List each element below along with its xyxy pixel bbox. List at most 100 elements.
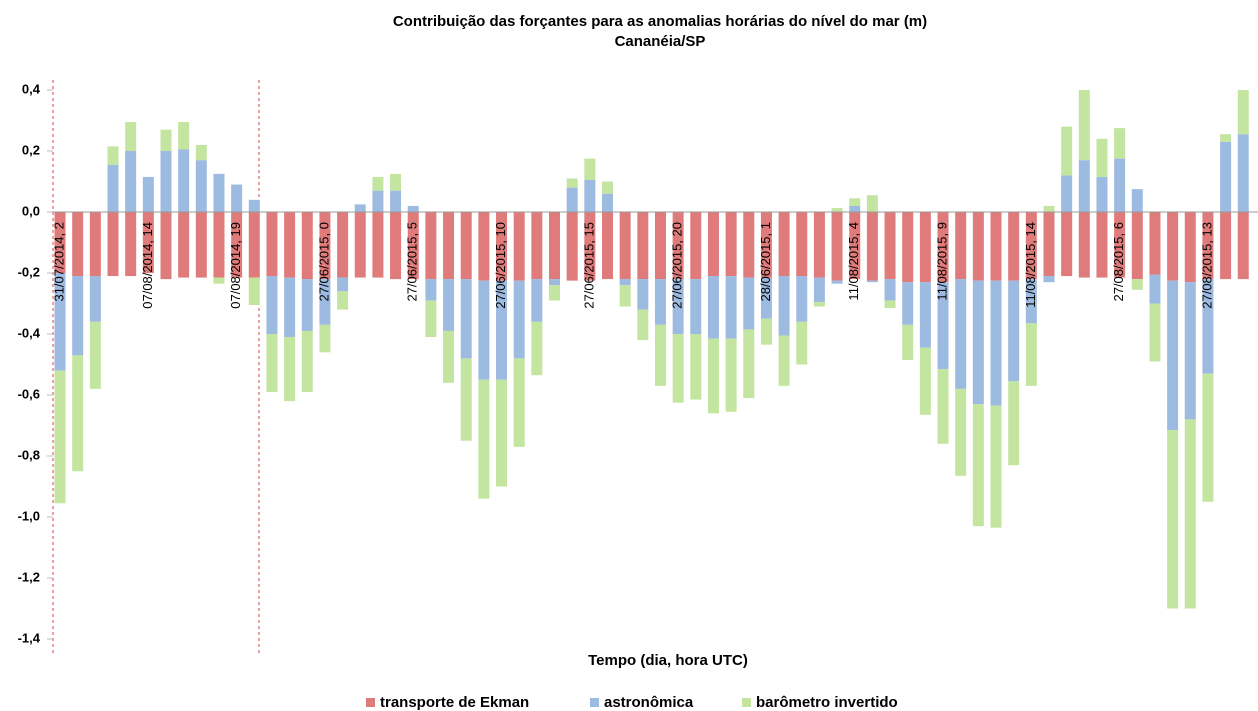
bar-segment (337, 212, 349, 278)
bar-segment (354, 204, 366, 212)
bar-segment (496, 212, 508, 281)
bar-segment (125, 151, 137, 212)
bar-segment (213, 212, 225, 278)
bar-segment (125, 212, 137, 277)
bar-segment (1184, 212, 1196, 283)
bar-segment (89, 321, 101, 389)
bar-segment (619, 212, 631, 280)
bar-segment (89, 276, 101, 322)
bar-segment (672, 279, 684, 334)
bar-segment (496, 379, 508, 487)
bar-segment (72, 212, 84, 277)
bar-segment (531, 279, 543, 322)
bar-segment (1078, 212, 1090, 278)
x-tick-label: 27/06/2015, 15 (581, 222, 596, 309)
bar-segment (690, 279, 702, 334)
bar-segment (478, 212, 490, 281)
bar-segment (425, 300, 437, 338)
bar-segment (248, 212, 260, 278)
bar-segment (601, 181, 613, 194)
bar-segment (778, 335, 790, 386)
bar-segment (654, 212, 666, 280)
bar-segment (248, 277, 260, 306)
bar-segment (1149, 212, 1161, 275)
bar-segment (1149, 274, 1161, 304)
bar-segment (443, 330, 455, 383)
bar-segment (866, 280, 878, 283)
bar-segment (460, 358, 472, 441)
bar-segment (160, 129, 172, 151)
bar-segment (955, 279, 967, 389)
bar-segment (778, 212, 790, 277)
bar-segment (107, 164, 119, 212)
bar-segment (813, 212, 825, 278)
bar-segment (72, 276, 84, 356)
bar-segment (884, 212, 896, 280)
bar-segment (478, 379, 490, 499)
bar-segment (725, 212, 737, 277)
bar-segment (1096, 212, 1108, 278)
bar-segment (142, 212, 154, 273)
legend-label: transporte de Ekman (380, 694, 529, 711)
bar-segment (319, 212, 331, 280)
bar-segment (1043, 276, 1055, 283)
x-axis-label: Tempo (dia, hora UTC) (588, 652, 748, 669)
bar-segment (1096, 138, 1108, 177)
bar-segment (160, 151, 172, 212)
bar-segment (1220, 212, 1232, 280)
bar-segment (1131, 279, 1143, 290)
bar-segment (849, 205, 861, 212)
bar-segment (107, 146, 119, 165)
bar-segment (531, 212, 543, 280)
bar-segment (1184, 282, 1196, 420)
bar-segment (248, 199, 260, 212)
bar-segment (601, 212, 613, 280)
bar-segment (849, 198, 861, 206)
bar-segment (1078, 160, 1090, 212)
chart-title: Contribuição das forçantes para as anoma… (393, 13, 927, 30)
bar-segment (549, 212, 561, 280)
bar-segment (390, 173, 402, 191)
bar-segment (142, 176, 154, 212)
bar-segment (566, 212, 578, 281)
bar-segment (178, 122, 190, 150)
bar-segment (460, 212, 472, 280)
bar-segment (107, 212, 119, 277)
bar-segment (1043, 205, 1055, 212)
bar-segment (1202, 279, 1214, 374)
bar-segment (213, 173, 225, 212)
bar-segment (566, 178, 578, 188)
bar-segment (549, 279, 561, 286)
bar-segment (796, 276, 808, 322)
bar-segment (725, 338, 737, 412)
bar-segment (690, 334, 702, 400)
y-tick-label: 0,2 (22, 142, 40, 157)
x-tick-label: 27/08/2015, 6 (1111, 222, 1126, 302)
bar-segment (266, 276, 278, 334)
bar-segment (919, 282, 931, 348)
bar-segment (284, 212, 296, 278)
legend-label: barômetro invertido (756, 694, 898, 711)
legend-label: astronômica (604, 694, 694, 711)
bar-segment (849, 212, 861, 280)
bar-segment (1061, 175, 1073, 212)
bar-segment (266, 334, 278, 392)
bar-segment (443, 212, 455, 280)
bar-segment (990, 212, 1002, 281)
bar-segment (743, 329, 755, 399)
y-tick-label: 0,4 (22, 81, 41, 96)
bar-segment (1167, 280, 1179, 431)
bar-segment (831, 280, 843, 284)
bar-segment (707, 212, 719, 277)
bar-segment (301, 279, 313, 331)
bar-segment (1078, 90, 1090, 161)
bar-segment (866, 212, 878, 281)
bar-segment (760, 318, 772, 345)
x-tick-label: 28/06/2015, 1 (758, 222, 773, 302)
bar-segment (743, 277, 755, 330)
x-tick-label: 27/06/2015, 5 (405, 222, 420, 302)
bar-segment (337, 291, 349, 310)
bar-segment (284, 277, 296, 338)
bar-segment (1167, 430, 1179, 609)
bar-segment (1131, 189, 1143, 212)
